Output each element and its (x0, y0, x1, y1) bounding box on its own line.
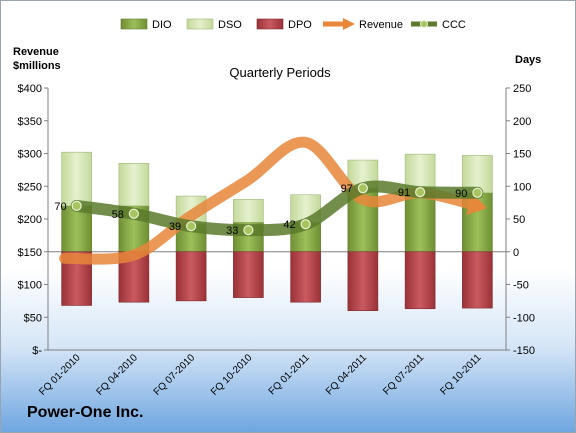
bar-dpo (290, 251, 321, 303)
bar-dso (233, 199, 264, 223)
left-tick-label: $- (32, 345, 42, 357)
ccc-data-label: 33 (226, 225, 238, 237)
right-tick-label: 150 (513, 149, 531, 161)
bar-dso (462, 155, 493, 194)
x-tick-label: FQ 04-2011 (324, 352, 369, 397)
legend-swatch-dso (186, 18, 214, 30)
legend-label-revenue: Revenue (359, 19, 403, 31)
bar-dpo (404, 251, 436, 310)
bar-dpo (347, 251, 379, 312)
ccc-data-label: 39 (169, 221, 181, 233)
legend-marker-ccc (420, 20, 428, 28)
left-tick-label: $50 (24, 312, 42, 324)
x-tick-label: FQ 01-2010 (37, 352, 83, 398)
legend-arrowhead-revenue (343, 18, 355, 30)
left-tick-label: $350 (18, 116, 42, 128)
x-tick-label: FQ 01-2011 (267, 352, 312, 397)
left-tick-label: $200 (18, 214, 42, 226)
left-axis-label: Revenue $millions (13, 46, 62, 72)
chart-title: Quarterly Periods (229, 65, 331, 80)
ccc-data-label: 42 (283, 219, 295, 231)
company-name: Power-One Inc. (27, 404, 143, 421)
right-tick-label: 0 (513, 247, 519, 259)
right-tick-label: 200 (513, 116, 531, 128)
right-tick-label: 100 (513, 181, 531, 193)
legend-label-dso: DSO (218, 19, 242, 31)
bar-dpo (233, 251, 264, 298)
ccc-data-label: 70 (54, 201, 66, 213)
bar-dso (61, 151, 92, 207)
ccc-data-label: 90 (455, 188, 467, 200)
left-tick-label: $150 (18, 247, 42, 259)
ccc-point (243, 225, 254, 236)
legend-swatch-dio (120, 18, 148, 30)
left-axis-label-line1: Revenue (13, 46, 59, 58)
ccc-point (186, 221, 197, 232)
bar-dpo (462, 251, 493, 309)
right-tick-label: 50 (513, 214, 525, 226)
right-tick-label: -100 (513, 312, 535, 324)
ccc-point (71, 200, 82, 211)
left-tick-label: $400 (18, 83, 42, 95)
ccc-data-label: 58 (112, 209, 124, 221)
ccc-line (70, 180, 484, 237)
left-tick-label: $300 (18, 149, 42, 161)
ccc-point (300, 219, 311, 230)
x-tick-label: FQ 10-2011 (439, 352, 484, 397)
x-tick-label: FQ 07-2011 (381, 352, 426, 397)
ccc-point (357, 183, 368, 194)
ccc-data-label: 91 (398, 187, 410, 199)
legend-label-dpo: DPO (288, 19, 312, 31)
left-tick-label: $100 (18, 280, 42, 292)
legend-label-ccc: CCC (442, 19, 466, 31)
legend: DIO DSO DPO Revenue CCC (120, 18, 466, 31)
left-tick-label: $250 (18, 181, 42, 193)
ccc-point (415, 187, 426, 198)
ccc-data-label: 97 (341, 183, 353, 195)
x-tick-label: FQ 07-2010 (152, 352, 198, 398)
left-axis-label-line2: $millions (13, 60, 61, 72)
bar-dpo (175, 251, 207, 302)
right-axis-label: Days (515, 54, 541, 66)
ccc-point (128, 208, 139, 219)
legend-label-dio: DIO (152, 19, 172, 31)
right-tick-label: -150 (513, 345, 535, 357)
x-tick-label: FQ 04-2010 (94, 352, 140, 398)
bar-dso (118, 163, 150, 207)
ccc-point (472, 187, 483, 198)
legend-swatch-dpo (256, 18, 284, 30)
bar-dio (404, 191, 436, 253)
right-tick-label: -50 (513, 280, 529, 292)
right-tick-label: 250 (513, 83, 531, 95)
x-tick-label: FQ 10-2010 (209, 352, 255, 398)
